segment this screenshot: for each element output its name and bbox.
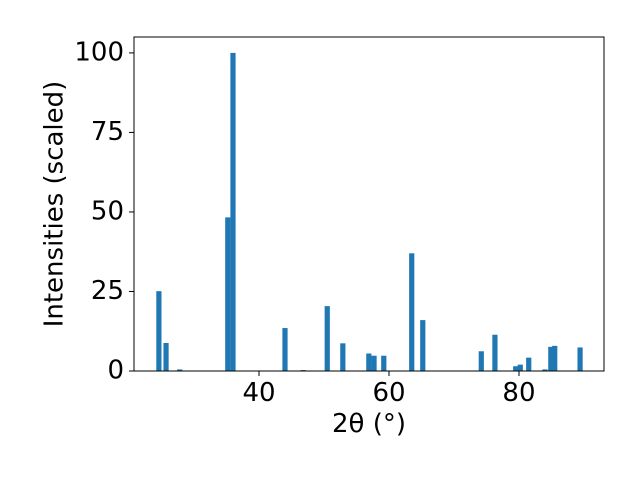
x-tick-label: 80 xyxy=(502,378,535,408)
bar xyxy=(420,320,426,371)
bar xyxy=(409,253,415,371)
x-tick-label: 60 xyxy=(372,378,405,408)
bar xyxy=(230,52,236,372)
bar xyxy=(282,328,288,371)
bar xyxy=(177,369,183,371)
bar xyxy=(552,345,558,371)
y-tick-label: 25 xyxy=(91,276,124,306)
bar xyxy=(324,306,330,371)
x-tick-label: 40 xyxy=(242,378,275,408)
y-tick-label: 0 xyxy=(107,356,124,386)
bar xyxy=(517,364,523,371)
plot-frame xyxy=(133,36,605,372)
bar xyxy=(225,217,231,371)
bar xyxy=(548,346,554,371)
bar xyxy=(371,355,377,371)
x-axis-label: 2θ (°) xyxy=(332,409,406,439)
bar xyxy=(526,357,532,371)
bar xyxy=(381,355,387,371)
y-axis-label: Intensities (scaled) xyxy=(40,81,70,328)
bar xyxy=(366,353,372,371)
bar xyxy=(163,343,169,371)
bar xyxy=(340,343,346,371)
bar xyxy=(577,347,583,371)
bar xyxy=(542,369,548,371)
bar xyxy=(156,291,162,371)
y-tick-label: 50 xyxy=(91,196,124,226)
bar xyxy=(478,351,484,371)
y-tick-label: 75 xyxy=(91,117,124,147)
bar xyxy=(492,334,498,371)
y-tick-label: 100 xyxy=(74,37,124,67)
bar xyxy=(513,366,519,371)
